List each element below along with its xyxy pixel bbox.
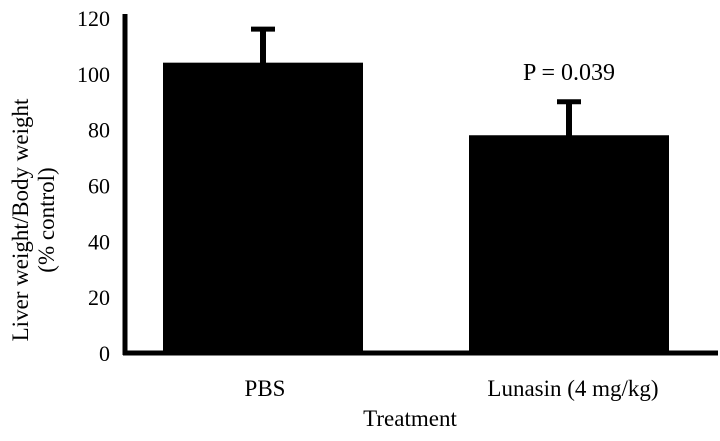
- y-tick-label: 100: [77, 62, 110, 87]
- x-tick-label: Lunasin (4 mg/kg): [487, 376, 658, 401]
- y-tick-label: 60: [88, 174, 110, 199]
- y-tick-label: 20: [88, 285, 110, 310]
- bar: [163, 62, 363, 354]
- error-bars: [251, 26, 581, 138]
- p-value-annotation: P = 0.039: [523, 60, 615, 86]
- annotations: P = 0.039: [523, 60, 615, 86]
- y-axis-title-line: (% control): [34, 167, 59, 272]
- y-tick-label: 80: [88, 118, 110, 143]
- y-tick-label: 0: [99, 341, 110, 366]
- x-axis-title: Treatment: [363, 406, 457, 431]
- axes: [122, 14, 718, 356]
- x-axis-labels: PBS Lunasin (4 mg/kg): [245, 376, 659, 401]
- y-tick-label: 120: [77, 6, 110, 31]
- bars: [163, 62, 669, 354]
- x-tick-label: PBS: [245, 376, 286, 401]
- y-axis-ticks: 0 20 40 60 80 100 120: [77, 6, 110, 366]
- y-axis-title: Liver weight/Body weight (% control): [8, 98, 59, 341]
- bar: [469, 135, 669, 353]
- y-tick-label: 40: [88, 229, 110, 254]
- y-axis-title-line: Liver weight/Body weight: [8, 98, 33, 341]
